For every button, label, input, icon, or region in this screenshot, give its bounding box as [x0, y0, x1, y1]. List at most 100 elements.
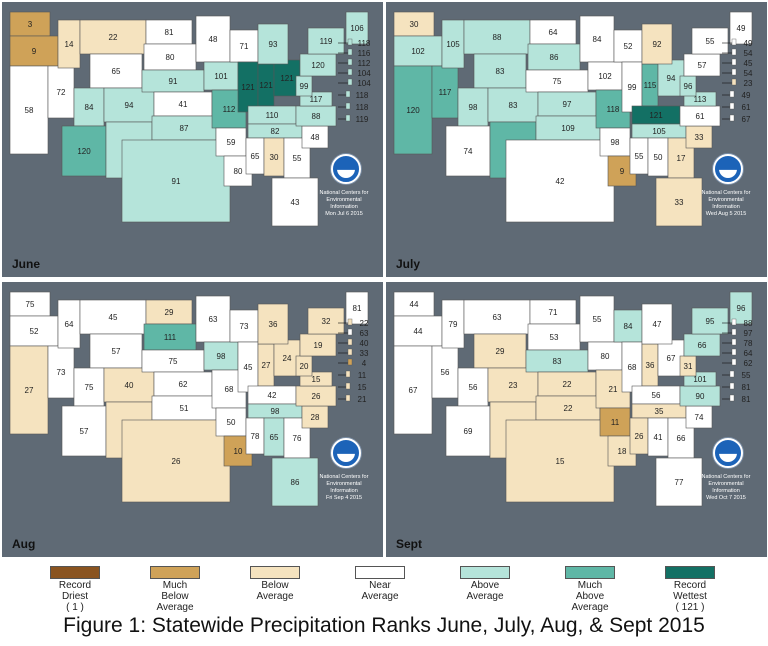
rank-label-nj: 49	[742, 91, 751, 100]
state-nj	[345, 90, 351, 98]
legend-label: Near Average	[361, 580, 399, 602]
legend-item: Much Below Average	[130, 566, 220, 613]
map-panel-sept: 4444675679632956692337715383222215558021…	[386, 282, 767, 557]
state-fl	[655, 457, 703, 507]
state-az	[61, 405, 107, 457]
month-label: Sept	[396, 537, 423, 551]
rank-label-az: 69	[464, 427, 473, 436]
rank-label-wa: 30	[410, 20, 419, 29]
rank-label-ma: 112	[358, 59, 371, 68]
state-oh	[273, 59, 301, 97]
rank-label-ms: 26	[635, 432, 644, 441]
us-state-map: 3958721422658412094978180914187914810111…	[9, 11, 371, 227]
noaa-logo-icon	[331, 154, 361, 184]
rank-label-ok: 109	[561, 124, 575, 133]
legend-swatch	[355, 566, 405, 579]
rank-label-nd: 81	[165, 28, 174, 37]
rank-label-nc: 61	[696, 112, 705, 121]
rank-label-in: 121	[259, 81, 273, 90]
rank-label-ny: 95	[706, 317, 715, 326]
rank-label-md: 67	[742, 115, 751, 124]
rank-label-de: 15	[358, 383, 367, 392]
state-wi	[613, 29, 643, 63]
state-co	[103, 367, 155, 403]
legend-item: Below Average	[230, 566, 320, 602]
rank-label-nv: 73	[57, 368, 66, 377]
rank-label-pa: 66	[698, 341, 707, 350]
rank-label-il: 45	[244, 363, 253, 372]
rank-label-tx: 42	[556, 177, 565, 186]
rank-label-ma: 40	[360, 339, 369, 348]
rank-label-mt: 45	[109, 313, 118, 322]
rank-label-wi: 71	[240, 42, 249, 51]
rank-label-ar: 59	[227, 138, 236, 147]
rank-label-sc: 28	[311, 413, 320, 422]
state-ri	[731, 68, 737, 76]
rank-label-ky: 110	[266, 111, 279, 120]
rank-label-mo: 68	[225, 385, 234, 394]
rank-label-ky: 56	[652, 391, 661, 400]
rank-label-ca: 67	[409, 386, 418, 395]
month-label: July	[396, 257, 421, 271]
rank-label-wy: 65	[112, 67, 121, 76]
state-vt	[731, 318, 737, 326]
rank-label-oh: 24	[283, 354, 292, 363]
state-az	[445, 405, 491, 457]
state-nh	[731, 328, 737, 336]
rank-label-ms: 78	[251, 432, 260, 441]
rank-label-ri: 33	[360, 349, 369, 358]
rank-label-ia: 80	[601, 352, 610, 361]
noaa-logo-icon	[713, 438, 743, 468]
rank-label-nj: 118	[356, 91, 369, 100]
state-ma	[347, 58, 353, 66]
rank-label-ok: 51	[180, 404, 189, 413]
state-sd	[143, 323, 197, 351]
state-ny	[307, 27, 345, 55]
state-or	[9, 35, 59, 67]
rank-label-ut: 84	[85, 103, 94, 112]
state-tx	[121, 419, 231, 503]
state-ma	[731, 58, 737, 66]
map-panel-july: 3010212011710588839874831126486759710942…	[386, 2, 767, 277]
state-nh	[731, 48, 737, 56]
rank-label-vt: 88	[744, 319, 753, 328]
state-ks	[537, 371, 597, 397]
rank-label-ma: 45	[744, 59, 753, 68]
rank-label-in: 36	[646, 361, 655, 370]
state-ut	[457, 367, 489, 407]
us-state-map: 7552277364455775574039291117562512663986…	[9, 291, 369, 507]
rank-label-co: 94	[125, 101, 134, 110]
rank-label-oh: 94	[667, 74, 676, 83]
state-de	[345, 382, 351, 390]
us-state-map: 3010212011710588839874831126486759710942…	[393, 11, 753, 227]
rank-label-mn: 63	[209, 315, 218, 324]
state-vt	[347, 318, 353, 326]
rank-label-al: 50	[654, 153, 663, 162]
state-md	[345, 114, 351, 122]
state-ca	[393, 345, 433, 435]
state-mi	[641, 23, 673, 65]
state-nj	[345, 370, 351, 378]
rank-label-mi: 47	[653, 320, 662, 329]
rank-label-mi: 36	[269, 320, 278, 329]
rank-label-wv: 31	[684, 362, 693, 371]
rank-label-ne: 91	[169, 77, 178, 86]
state-me	[345, 11, 369, 45]
state-ct	[347, 78, 353, 86]
state-nd	[529, 19, 577, 45]
rank-label-ne: 83	[553, 357, 562, 366]
legend-item: Much Above Average	[545, 566, 635, 613]
rank-label-wi: 52	[624, 42, 633, 51]
rank-label-nh: 54	[744, 49, 753, 58]
rank-label-sc: 48	[311, 133, 320, 142]
rank-label-nv: 72	[57, 88, 66, 97]
rank-label-or: 44	[414, 327, 423, 336]
state-ca	[9, 65, 49, 155]
legend-swatch	[150, 566, 200, 579]
state-oh	[273, 339, 301, 377]
rank-label-tn: 82	[271, 127, 280, 136]
credit-text: National Centers for Environmental Infor…	[701, 190, 751, 217]
state-ok	[535, 115, 601, 141]
legend-label: Much Above Average	[571, 580, 609, 613]
rank-label-id: 64	[65, 320, 74, 329]
